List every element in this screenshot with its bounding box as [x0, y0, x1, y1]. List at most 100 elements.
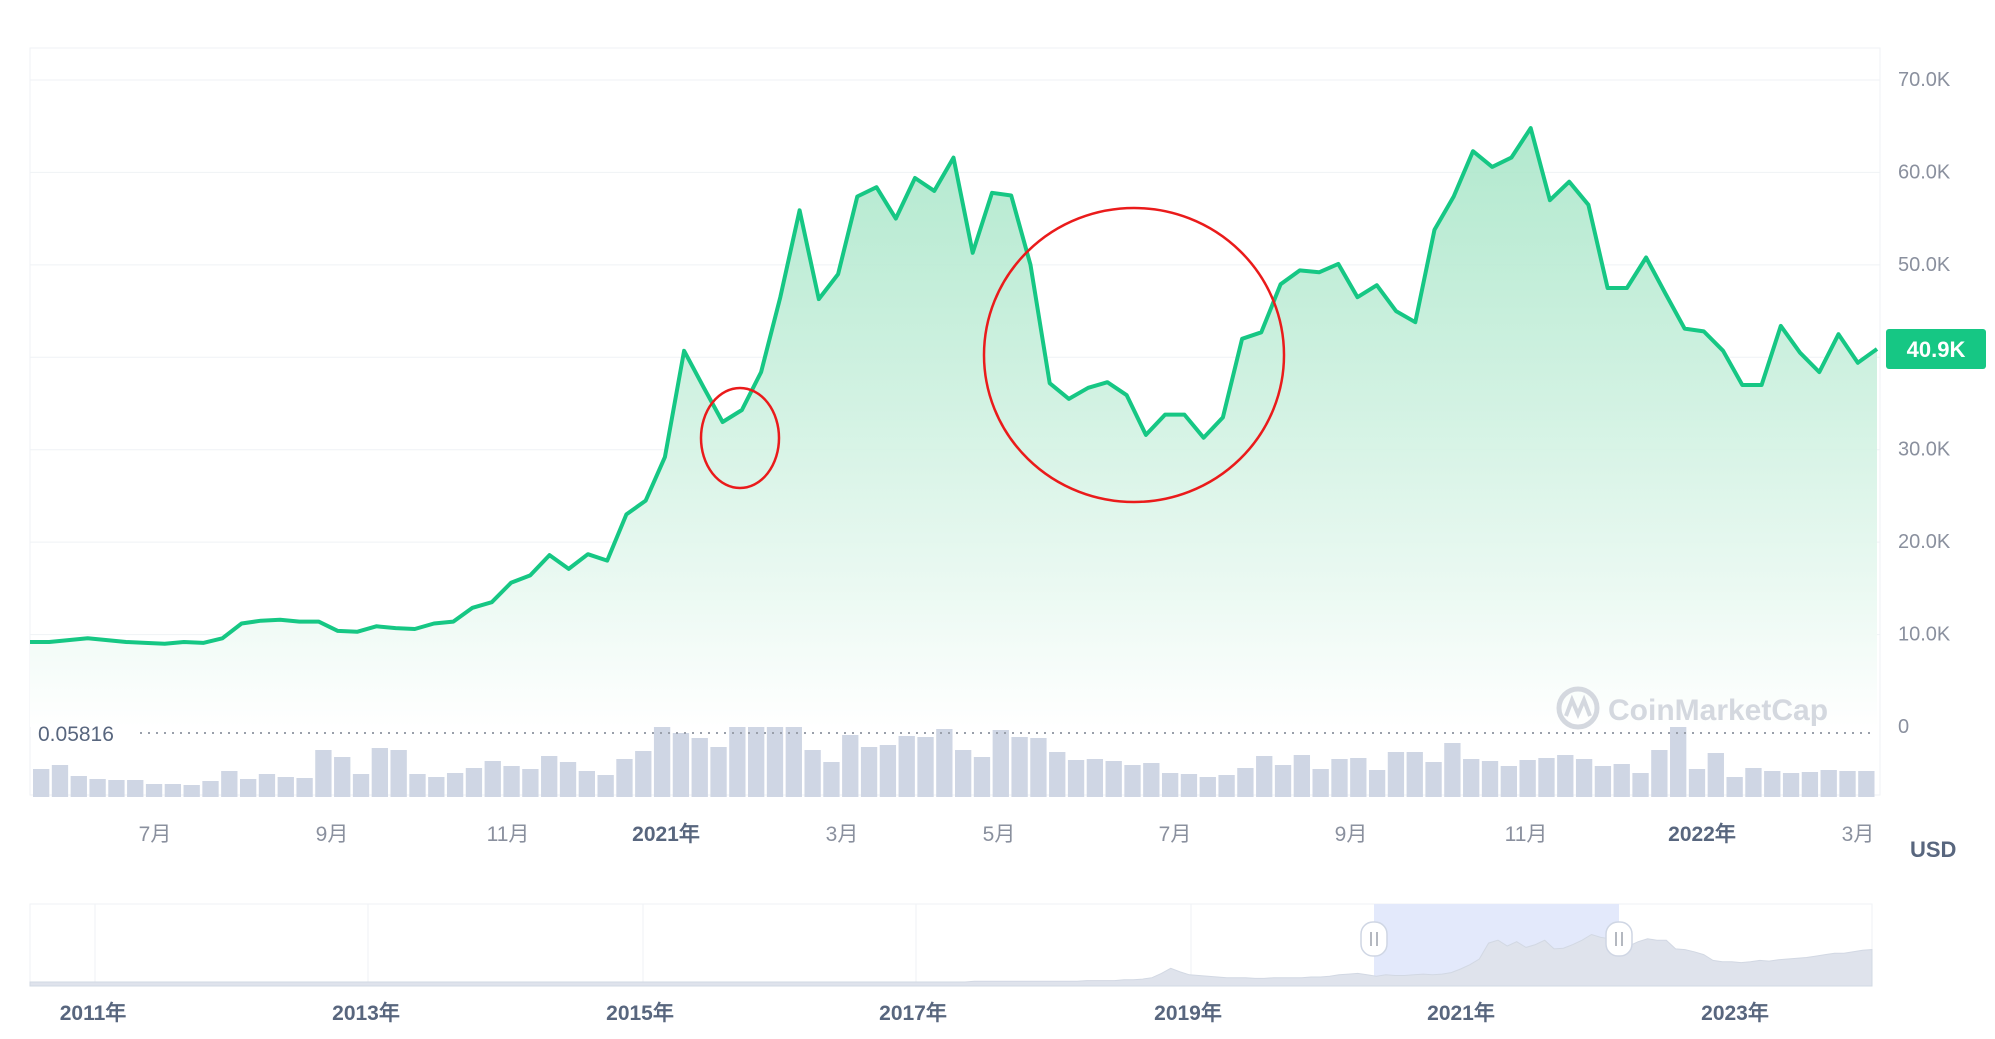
volume-bar [804, 750, 821, 797]
volume-bar [1030, 738, 1047, 797]
volume-bar [277, 777, 294, 797]
volume-bar [936, 729, 953, 797]
volume-bar [1632, 773, 1649, 797]
volume-bar [1745, 768, 1762, 797]
volume-bar [559, 762, 577, 797]
volume-bar [1801, 772, 1819, 797]
volume-bar [842, 735, 859, 797]
volume-bar [1613, 764, 1630, 797]
current-price-badge [1886, 328, 1986, 369]
price-line[interactable] [30, 126, 1879, 646]
volume-bar [597, 775, 614, 797]
volume-bar [202, 781, 219, 797]
volume-bar [522, 769, 539, 797]
volume-bar [1161, 773, 1179, 797]
x-tick-label: 9月 [316, 823, 349, 846]
volume-bar [1820, 770, 1837, 797]
volume-bar [183, 785, 200, 797]
y-tick-label: 50.0K [1898, 254, 1951, 276]
volume-bar [1425, 762, 1442, 797]
navigator-year-label: 2023年 [1701, 1001, 1769, 1025]
x-tick-label: 3月 [1842, 823, 1875, 846]
volume-bar [1237, 768, 1254, 797]
volume-bar [1049, 752, 1066, 797]
volume-bar [1707, 753, 1724, 797]
navigator-left-handle[interactable] [1360, 921, 1388, 957]
volume-bar [1670, 723, 1687, 797]
volume-bar [1256, 756, 1273, 797]
volume-bar [296, 778, 313, 797]
volume-bar [973, 757, 991, 797]
volume-bar [89, 779, 106, 797]
volume-bar [879, 745, 897, 797]
volume-bar [1594, 766, 1612, 797]
volume-bar [409, 774, 426, 797]
volume-bar [1839, 771, 1856, 797]
volume-bar [729, 726, 746, 797]
y-tick-label: 30.0K [1898, 439, 1951, 461]
navigator-area [29, 933, 1873, 987]
x-tick-label: 9月 [1335, 823, 1368, 846]
coinmarketcap-logo-mark [1564, 694, 1592, 720]
volume-bar [446, 773, 464, 797]
red-circle-marker-large [982, 206, 1286, 504]
volume-bar [484, 761, 501, 797]
volume-bar [616, 759, 633, 797]
volume-bar [1688, 769, 1706, 797]
volume-bar [1312, 769, 1329, 797]
volume-bar [1463, 759, 1480, 797]
y-tick-label: 60.0K [1898, 161, 1951, 183]
volume-bar [691, 738, 708, 797]
volume-bar [108, 780, 125, 797]
navigator-year-label: 2021年 [1427, 1001, 1495, 1025]
volume-bar [127, 780, 144, 797]
volume-bar [390, 750, 407, 797]
current-price-label: 40.9K [1907, 337, 1966, 362]
volume-bar [1858, 771, 1875, 797]
volume-bar [1350, 758, 1367, 797]
navigator-year-label: 2017年 [879, 1001, 947, 1025]
volume-bar [1368, 770, 1386, 797]
price-area [30, 128, 1877, 728]
volume-bar [371, 748, 389, 797]
volume-bar [428, 777, 445, 797]
volume-bar [258, 774, 276, 797]
navigator-year-label: 2015年 [606, 1001, 674, 1025]
volume-bar [239, 779, 257, 797]
x-tick-label: 11月 [487, 823, 530, 846]
volume-bar [785, 726, 802, 797]
volume-bar [1143, 763, 1160, 797]
x-tick-label: 2021年 [632, 822, 700, 846]
volume-bar [1651, 750, 1668, 797]
volume-bar [578, 771, 595, 797]
volume-bar [1481, 761, 1499, 797]
volume-marker-label: 0.05816 [38, 723, 114, 746]
volume-bar [766, 723, 784, 797]
volume-bar [955, 750, 972, 797]
volume-bar [1293, 755, 1311, 797]
currency-label: USD [1910, 837, 1956, 862]
navigator-right-handle[interactable] [1605, 921, 1633, 957]
volume-bar [635, 751, 652, 797]
volume-bar [1274, 765, 1292, 797]
watermark-text: CoinMarketCap [1608, 694, 1828, 727]
coinmarketcap-logo-icon [1556, 686, 1600, 730]
volume-bar [221, 771, 238, 797]
navigator-year-label: 2013年 [332, 1001, 400, 1025]
x-tick-label: 2022年 [1668, 822, 1736, 846]
y-tick-label: 70.0K [1898, 69, 1951, 91]
x-tick-label: 3月 [826, 823, 859, 846]
volume-bar [1086, 759, 1104, 797]
volume-bar [1444, 743, 1461, 797]
volume-bar [33, 769, 50, 797]
volume-bar [672, 733, 690, 797]
volume-bar [541, 756, 558, 797]
volume-bar [1105, 761, 1122, 797]
volume-bar [710, 747, 727, 797]
volume-bar [465, 768, 483, 797]
volume-bar [1575, 759, 1593, 797]
x-tick-label: 7月 [1159, 823, 1192, 846]
volume-bar [145, 784, 163, 797]
volume-bar [1519, 760, 1536, 797]
